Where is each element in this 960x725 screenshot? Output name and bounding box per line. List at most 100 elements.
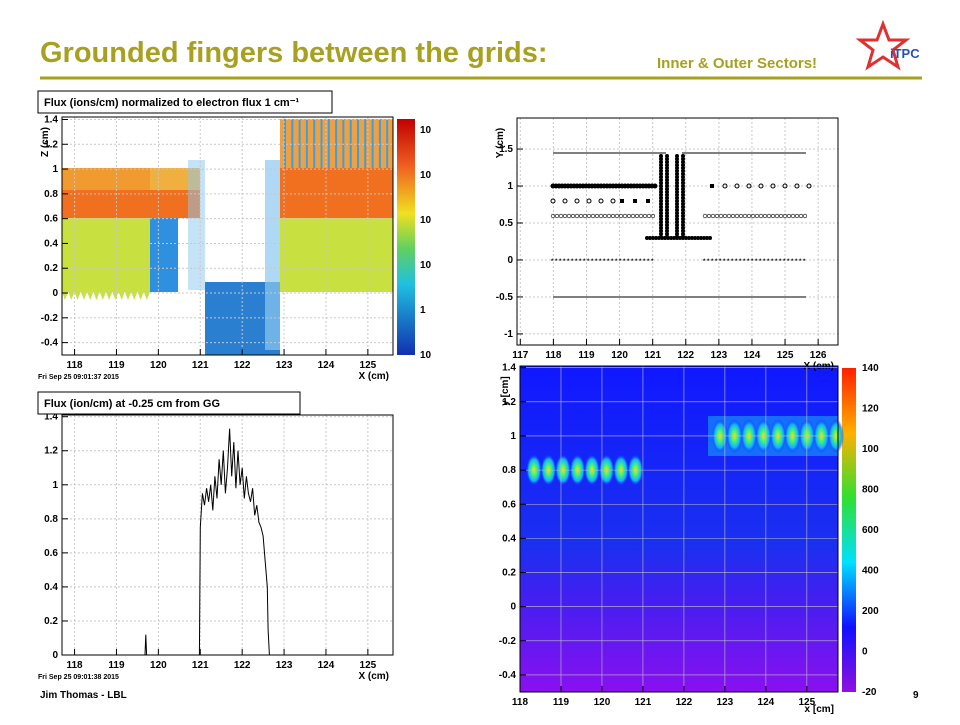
wire: *: [759, 259, 762, 265]
y-tick-label: 0.4: [44, 582, 58, 593]
finger: [708, 236, 712, 240]
y-tick-label: 1: [507, 181, 513, 192]
y-tick-label: 0.8: [44, 189, 58, 200]
wire: [652, 183, 658, 189]
finger: [659, 154, 663, 158]
y-tick-label: 1.4: [502, 363, 516, 374]
finger: [659, 160, 663, 164]
wire: [806, 183, 812, 189]
wire: *: [611, 259, 614, 265]
logo-star: [855, 19, 911, 71]
plot-title: Flux (ions/cm) normalized to electron fl…: [44, 97, 300, 109]
finger: [681, 190, 685, 194]
finger: [681, 181, 685, 185]
finger: [681, 226, 685, 230]
wire: [642, 213, 648, 219]
x-tick-label: 122: [234, 660, 251, 671]
y-tick-label: 1.4: [44, 114, 58, 125]
y-tick-label: 1.4: [44, 412, 58, 423]
colorbar-label: 10: [420, 170, 432, 181]
heat-tooth: [137, 292, 144, 300]
wire: [622, 213, 628, 219]
x-tick-label: 120: [611, 350, 628, 361]
finger: [675, 208, 679, 212]
x-axis-label: x [cm]: [805, 704, 834, 715]
wire: *: [631, 259, 634, 265]
colorbar-label: 140: [862, 363, 879, 374]
wire: *: [751, 259, 754, 265]
x-tick-label: 123: [276, 360, 293, 371]
wire: [554, 213, 560, 219]
plot-title: Flux (ion/cm) at -0.25 cm from GG: [44, 398, 220, 410]
finger: [665, 181, 669, 185]
wire: *: [743, 259, 746, 265]
wire: *: [719, 259, 722, 265]
y-tick-label: 0.8: [502, 465, 516, 476]
finger: [659, 208, 663, 212]
wire: *: [791, 259, 794, 265]
finger: [665, 205, 669, 209]
finger: [665, 196, 669, 200]
x-tick-label: 123: [276, 660, 293, 671]
wire: [722, 213, 728, 219]
wire: [730, 213, 736, 219]
y-tick-label: 0.2: [44, 616, 58, 627]
wire: [710, 184, 714, 188]
wire: [614, 213, 620, 219]
finger: [659, 175, 663, 179]
finger: [675, 175, 679, 179]
wire: [578, 213, 584, 219]
finger: [681, 223, 685, 227]
x-tick-label: 121: [644, 350, 661, 361]
finger: [665, 211, 669, 215]
x-tick-label: 118: [66, 360, 83, 371]
finger: [681, 187, 685, 191]
y-tick-label: 1: [52, 480, 58, 491]
wire: [762, 213, 768, 219]
y-tick-label: 0: [507, 255, 513, 266]
finger: [675, 220, 679, 224]
finger: [687, 236, 691, 240]
wire: *: [559, 259, 562, 265]
wire: [638, 213, 644, 219]
wire: *: [787, 259, 790, 265]
y-tick-label: 0.4: [44, 238, 58, 249]
finger: [659, 187, 663, 191]
x-tick-label: 121: [192, 660, 209, 671]
finger: [645, 236, 649, 240]
finger: [659, 229, 663, 233]
wire: *: [595, 259, 598, 265]
finger: [665, 154, 669, 158]
wire: *: [707, 259, 710, 265]
x-tick-label: 118: [66, 660, 83, 671]
wire: *: [711, 259, 714, 265]
finger: [693, 236, 697, 240]
y-axis-label: Z (cm): [40, 127, 51, 157]
heat-tooth: [118, 292, 125, 300]
plot-frame: [516, 117, 839, 346]
heat-tooth: [68, 292, 75, 300]
finger: [660, 236, 664, 240]
heatmap-image: [62, 117, 415, 355]
wire: [590, 213, 596, 219]
wire: *: [651, 259, 654, 265]
finger: [675, 199, 679, 203]
finger: [681, 169, 685, 173]
x-tick-label: 124: [318, 360, 335, 371]
y-tick-label: 0.2: [502, 568, 516, 579]
finger: [659, 211, 663, 215]
y-tick-label: 1.5: [499, 144, 513, 155]
finger: [675, 211, 679, 215]
finger: [665, 157, 669, 161]
heat-tooth: [80, 292, 87, 300]
wire: [650, 213, 656, 219]
finger: [675, 223, 679, 227]
wire: *: [723, 259, 726, 265]
x-tick-label: 125: [360, 660, 377, 671]
finger: [675, 163, 679, 167]
y-tick-label: 0.2: [44, 263, 58, 274]
finger: [675, 202, 679, 206]
finger: [665, 160, 669, 164]
finger: [705, 236, 709, 240]
